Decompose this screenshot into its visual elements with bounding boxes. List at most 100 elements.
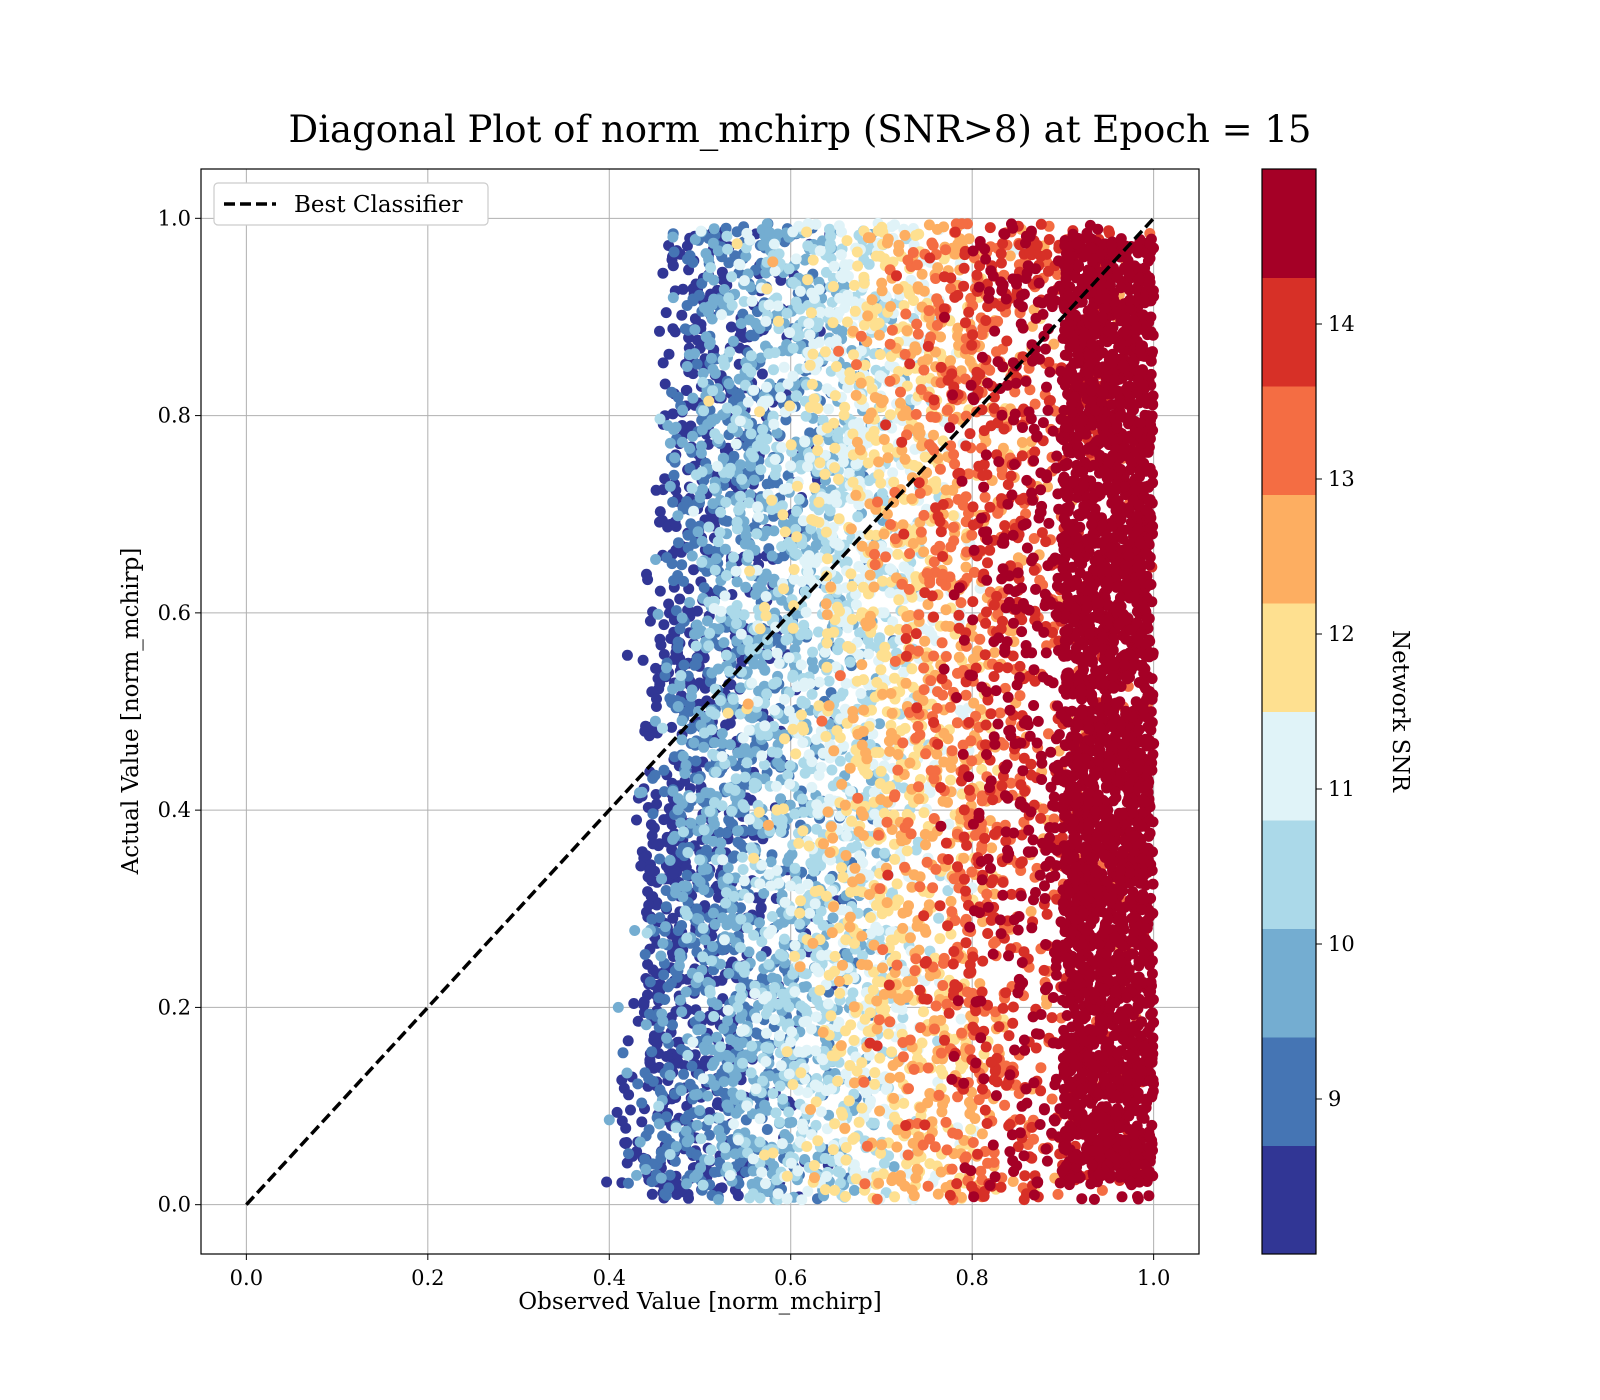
scatter-point <box>694 1105 706 1116</box>
scatter-point <box>621 1157 633 1169</box>
scatter-point <box>899 229 911 241</box>
scatter-point <box>641 927 653 939</box>
scatter-point <box>754 1113 766 1125</box>
scatter-point <box>783 652 795 664</box>
scatter-point <box>869 808 881 820</box>
scatter-point <box>643 899 655 911</box>
scatter-point <box>650 789 662 800</box>
scatter-point <box>796 697 808 709</box>
scatter-point <box>785 880 796 892</box>
scatter-point <box>918 1006 929 1018</box>
scatter-point <box>720 496 732 508</box>
scatter-point <box>654 633 666 645</box>
scatter-point <box>651 899 663 911</box>
scatter-point <box>793 837 805 849</box>
scatter-point <box>771 676 782 688</box>
scatter-point <box>657 267 669 279</box>
scatter-point <box>653 1100 665 1112</box>
scatter-point <box>705 1144 717 1156</box>
scatter-point <box>810 1045 822 1057</box>
scatter-point <box>634 1136 646 1148</box>
scatter-point <box>821 661 833 673</box>
scatter-point <box>908 1190 920 1202</box>
scatter-point <box>947 510 959 522</box>
scatter-point <box>795 895 807 907</box>
scatter-point <box>799 555 811 567</box>
scatter-point <box>634 787 645 799</box>
scatter-point <box>705 262 717 274</box>
scatter-point <box>778 583 790 595</box>
scatter-point <box>723 967 735 979</box>
scatter-point <box>815 1106 827 1118</box>
scatter-point <box>789 986 801 998</box>
scatter-point <box>845 642 857 654</box>
scatter-point <box>703 1114 715 1126</box>
scatter-point <box>899 1180 911 1192</box>
scatter-point <box>809 1172 820 1184</box>
scatter-point <box>737 864 749 875</box>
scatter-point <box>854 850 866 862</box>
scatter-point <box>682 529 694 541</box>
scatter-point <box>802 240 814 252</box>
scatter-point <box>711 1031 723 1043</box>
scatter-point <box>945 895 957 907</box>
scatter-point <box>773 657 785 669</box>
scatter-point <box>896 1004 908 1015</box>
scatter-point <box>667 912 679 924</box>
scatter-point <box>824 847 836 858</box>
scatter-point <box>873 456 885 468</box>
scatter-point <box>762 819 774 831</box>
scatter-point <box>761 688 773 700</box>
scatter-point <box>844 656 856 668</box>
scatter-point <box>796 793 808 805</box>
scatter-point <box>701 833 713 845</box>
scatter-point <box>751 528 763 540</box>
scatter-point <box>691 605 703 617</box>
scatter-point <box>682 847 694 858</box>
scatter-point <box>850 389 862 401</box>
scatter-point <box>828 260 840 272</box>
scatter-point <box>839 266 851 278</box>
scatter-point <box>692 1024 704 1036</box>
scatter-point <box>928 429 939 441</box>
scatter-point <box>730 1070 742 1082</box>
scatter-point <box>868 425 880 437</box>
scatter-point <box>713 1050 725 1062</box>
scatter-point <box>804 678 816 690</box>
scatter-point <box>733 1040 745 1052</box>
scatter-point <box>655 1172 667 1184</box>
scatter-point <box>789 940 801 951</box>
scatter-point <box>666 721 678 733</box>
scatter-point <box>795 659 807 671</box>
scatter-point <box>695 440 707 452</box>
scatter-point <box>667 868 679 880</box>
scatter-point <box>771 647 783 659</box>
scatter-point <box>673 960 685 972</box>
scatter-point <box>784 760 796 772</box>
scatter-point <box>849 862 861 874</box>
chart-title: Diagonal Plot of norm_mchirp (SNR>8) at … <box>289 108 1312 152</box>
scatter-point <box>688 505 700 517</box>
scatter-point <box>686 482 698 494</box>
scatter-point <box>654 853 666 865</box>
scatter-point <box>744 565 756 577</box>
scatter-point <box>798 1016 810 1028</box>
scatter-point <box>782 378 794 390</box>
scatter-point <box>773 315 784 327</box>
scatter-point <box>855 688 867 699</box>
scatter-point <box>658 969 670 981</box>
scatter-point <box>775 760 787 772</box>
scatter-point <box>844 921 856 933</box>
scatter-point <box>777 1093 789 1105</box>
scatter-point <box>660 921 671 933</box>
scatter-point <box>784 400 796 412</box>
scatter-point <box>856 930 868 942</box>
scatter-point <box>809 898 821 910</box>
scatter-point <box>720 649 732 661</box>
scatter-point <box>754 1136 766 1148</box>
scatter-point <box>654 325 665 337</box>
scatter-point <box>810 1011 822 1023</box>
scatter-point <box>841 235 853 247</box>
scatter-point <box>691 1088 703 1100</box>
scatter-point <box>676 1006 688 1018</box>
